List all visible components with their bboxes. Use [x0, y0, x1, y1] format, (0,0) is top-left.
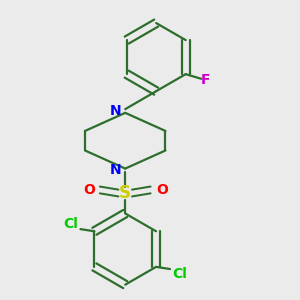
- Text: S: S: [119, 184, 131, 202]
- Text: Cl: Cl: [64, 217, 79, 231]
- Text: O: O: [83, 183, 94, 197]
- Text: Cl: Cl: [172, 267, 187, 281]
- Text: N: N: [110, 163, 122, 177]
- Text: N: N: [110, 104, 122, 118]
- Text: F: F: [201, 73, 211, 87]
- Text: O: O: [156, 183, 168, 197]
